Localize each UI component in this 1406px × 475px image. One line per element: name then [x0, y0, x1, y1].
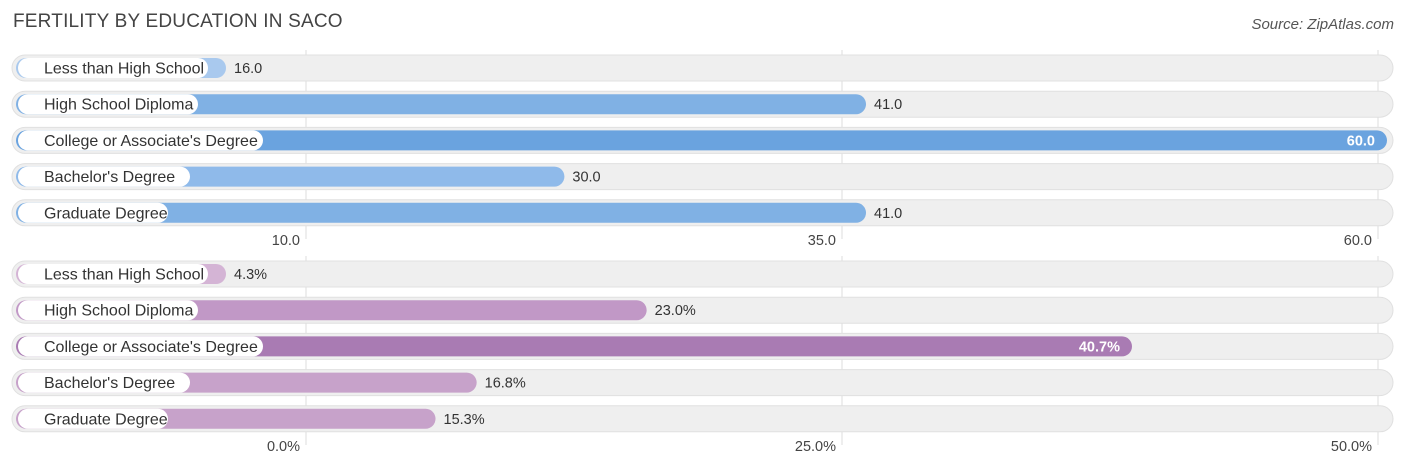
- category-label: Less than High School: [44, 61, 204, 78]
- category-pill: [18, 264, 208, 284]
- category-label: High School Diploma: [44, 303, 194, 320]
- tick-label: 60.0: [1344, 233, 1372, 249]
- bar: [16, 94, 867, 115]
- tick-label: 0.0%: [267, 439, 300, 455]
- chart-panel-2: Less than High School 4.3% High School Dip…: [11, 256, 1394, 455]
- bar: [16, 130, 1387, 151]
- category-pill: [18, 372, 190, 393]
- value-label: 40.7%: [1079, 339, 1120, 355]
- category-pill: [18, 202, 168, 223]
- value-label: 60.0: [1347, 133, 1375, 149]
- category-pill: [18, 130, 263, 151]
- category-label: High School Diploma: [44, 97, 194, 114]
- chart-title: FERTILITY BY EDUCATION IN SACO: [13, 11, 343, 32]
- chart-panel-1: Less than High School 16.0 High School Dip…: [11, 50, 1394, 249]
- category-label: Bachelor's Degree: [44, 375, 175, 392]
- value-label: 16.0: [234, 61, 262, 77]
- category-pill: [18, 166, 190, 187]
- bar-track: [11, 54, 1394, 82]
- category-pill: [18, 94, 198, 115]
- bar: [16, 336, 1132, 357]
- tick-label: 25.0%: [795, 439, 836, 455]
- value-label: 4.3%: [234, 267, 267, 283]
- value-label: 41.0: [874, 97, 902, 113]
- value-label: 30.0: [572, 170, 600, 186]
- category-label: College or Associate's Degree: [44, 133, 258, 150]
- tick-label: 50.0%: [1331, 439, 1372, 455]
- value-label: 23.0%: [655, 303, 696, 319]
- value-label: 41.0: [874, 206, 902, 222]
- bar-track: [11, 260, 1394, 288]
- tick-label: 10.0: [272, 233, 300, 249]
- tick-label: 35.0: [808, 233, 836, 249]
- category-label: Graduate Degree: [44, 205, 168, 222]
- category-label: Graduate Degree: [44, 411, 168, 428]
- category-pill: [18, 58, 208, 78]
- bar: [16, 202, 867, 223]
- category-label: Less than High School: [44, 267, 204, 284]
- category-pill: [18, 408, 168, 429]
- source-label: Source: ZipAtlas.com: [1251, 16, 1394, 33]
- value-label: 15.3%: [444, 412, 485, 428]
- category-label: College or Associate's Degree: [44, 339, 258, 356]
- category-pill: [18, 300, 198, 321]
- category-label: Bachelor's Degree: [44, 169, 175, 186]
- category-pill: [18, 336, 263, 357]
- value-label: 16.8%: [485, 376, 526, 392]
